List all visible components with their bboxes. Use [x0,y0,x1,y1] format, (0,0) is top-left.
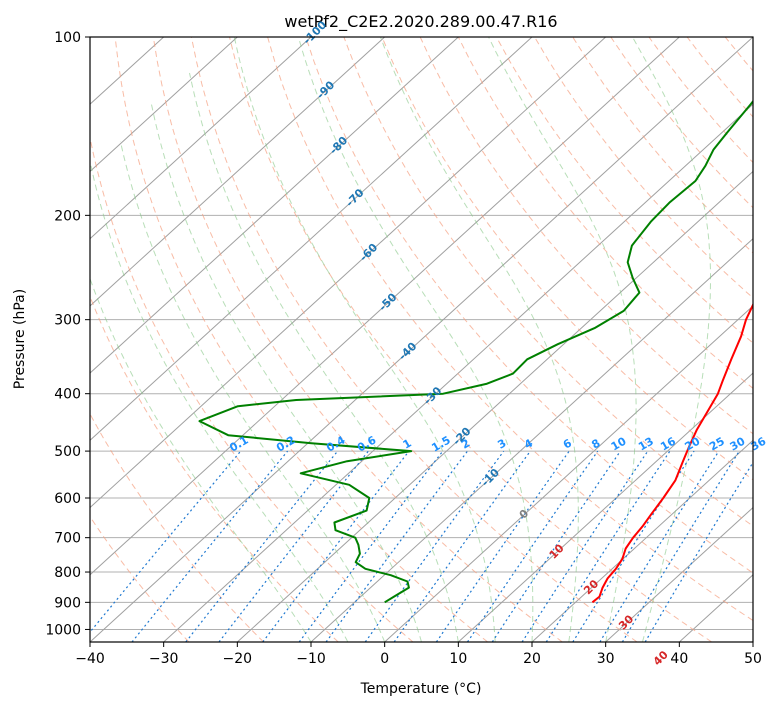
x-tick-label: −30 [149,651,179,667]
isotherm [457,372,753,642]
isotherm [310,237,753,642]
y-tick-label: 700 [54,531,81,547]
x-tick-label: 30 [597,651,615,667]
dry-adiabat [90,295,339,642]
dry-adiabat [114,37,488,642]
moist-adiabat [151,104,422,642]
x-tick-label: 10 [449,651,467,667]
moist-adiabat [119,141,386,642]
moist-adiabat [380,37,579,642]
mixing-ratio-line [325,450,468,642]
y-tick-label: 400 [54,387,81,403]
moist-adiabat [90,277,312,642]
isotherm [90,37,680,576]
moist-adiabat [90,165,349,642]
y-tick-label: 200 [54,208,81,224]
dry-adiabat [419,37,753,435]
isotherm [90,37,753,642]
dry-adiabat [152,37,563,642]
mixing-ratio-line [644,461,753,642]
isotherm [90,37,386,307]
moist-adiabat [632,37,711,642]
dry-adiabat [534,37,753,299]
isotherm [163,103,753,642]
x-tick-label: 0 [380,651,389,667]
x-tick-label: 40 [670,651,688,667]
mixing-ratio-line [364,450,505,642]
x-tick-label: −10 [296,651,326,667]
y-tick-label: 600 [54,491,81,507]
mixing-ratio-line [599,450,720,642]
mixing-ratio-line [393,450,531,642]
moist-adiabat [189,72,459,642]
dry-adiabat [90,412,264,642]
dry-adiabat [343,37,753,527]
isotherm [90,37,533,442]
x-axis-label: Temperature (°C) [360,681,482,697]
temperature-profile [591,302,753,604]
isotherm [90,37,459,374]
mixing-ratio-line [521,450,649,642]
x-tick-label: −40 [75,651,105,667]
isotherm [384,305,753,642]
moist-adiabat [297,37,534,642]
moist-adiabat [233,37,496,642]
mixing-ratio-line [545,450,671,642]
x-tick-label: 50 [744,651,762,667]
chart-title: wetPf2_C2E2.2020.289.00.47.R16 [284,12,557,32]
y-tick-label: 900 [54,595,81,611]
isotherm [605,506,753,642]
isotherm [90,37,607,509]
mixing-ratio-line [131,450,289,642]
isotherm [531,439,753,642]
dry-adiabat [495,37,753,344]
y-tick-label: 1000 [45,622,81,638]
dry-adiabat [90,135,414,642]
x-tick-label: −20 [223,651,253,667]
mixing-ratio-line [621,450,740,642]
y-tick-label: 800 [54,565,81,581]
mixing-ratio-line [262,450,410,642]
plot-area [90,37,753,642]
dry-adiabat [267,37,753,622]
isotherm [90,37,238,173]
dry-adiabat [190,37,638,642]
y-tick-label: 500 [54,444,81,460]
y-axis-label: Pressure (hPa) [12,289,28,389]
moist-adiabat [488,37,637,642]
dewpoint-profile [198,99,753,604]
dry-adiabat [90,515,190,642]
mixing-ratio-line [90,450,242,633]
isotherm [90,37,312,240]
plot-frame [89,36,754,643]
y-tick-label: 100 [54,30,81,46]
dry-adiabat [381,37,753,481]
dry-adiabat [305,37,753,574]
y-tick-label: 300 [54,313,81,329]
x-tick-label: 20 [523,651,541,667]
